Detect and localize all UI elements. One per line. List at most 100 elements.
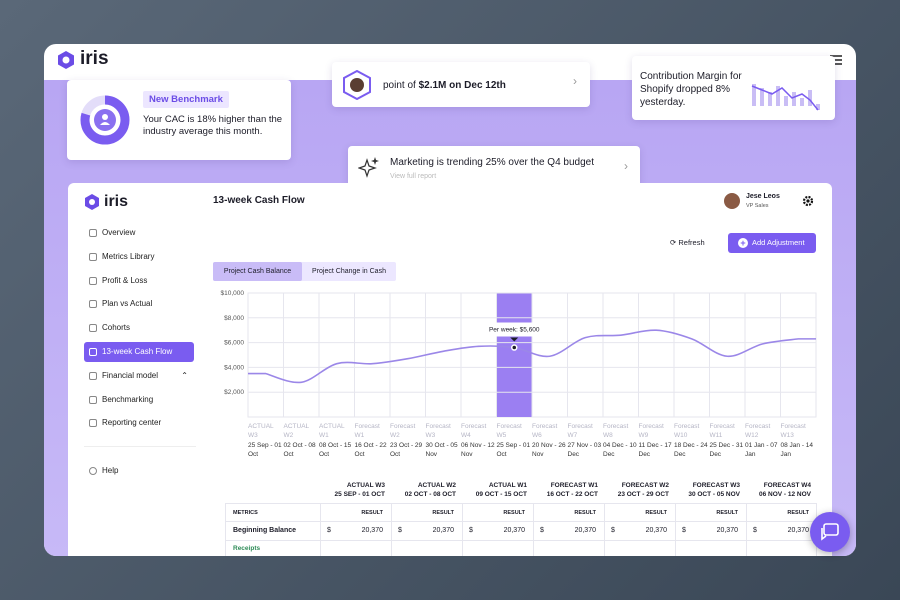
sparkline <box>751 84 820 111</box>
result-label: RESULT <box>503 510 525 516</box>
column-dates: 25 SEP - 01 OCT <box>334 491 385 498</box>
result-label: RESULT <box>787 510 809 516</box>
x-period-label: Forecast W7 <box>567 423 593 439</box>
tab[interactable]: Project Change in Cash <box>312 268 386 275</box>
x-tick-label: 02 Oct - 08 Oct <box>283 442 316 458</box>
column-period: FORECAST W2 <box>621 482 669 489</box>
avatar-hex <box>343 70 371 100</box>
x-tick-label: 06 Nov - 12 Nov <box>461 442 495 458</box>
card-text: point of $2.1M on Dec 12th <box>383 80 506 91</box>
currency: $ <box>327 527 331 534</box>
add-adjustment-button[interactable]: + Add Adjustment <box>728 233 816 253</box>
cell-value: 20,370 <box>432 527 454 534</box>
highlight-column <box>496 293 532 417</box>
column-dates: 23 OCT - 29 OCT <box>617 491 669 498</box>
user-avatar <box>724 193 740 209</box>
nav-item[interactable]: Overview <box>84 223 194 243</box>
y-tick-label: $2,000 <box>224 389 244 396</box>
column-period: FORECAST W3 <box>692 482 740 489</box>
donut <box>80 95 130 145</box>
column-dates: 06 NOV - 12 NOV <box>758 491 811 498</box>
tab-active[interactable]: Project Cash Balance <box>213 262 302 281</box>
x-tick-label: 18 Dec - 24 Dec <box>674 442 708 458</box>
marketing-card: Marketing is trending 25% over the Q4 bu… <box>348 146 640 188</box>
highlight-point <box>511 344 518 351</box>
x-tick-label: 23 Oct - 29 Oct <box>390 442 423 458</box>
chevron: ⌃ <box>181 370 188 380</box>
row-line <box>225 540 817 541</box>
nav-item[interactable]: Profit & Loss <box>84 271 194 291</box>
column-dates: 02 OCT - 08 OCT <box>404 491 456 498</box>
x-period-label: Forecast W8 <box>603 423 629 439</box>
nav-icon <box>89 252 97 261</box>
cell-value: 20,370 <box>361 527 383 534</box>
x-period-label: Forecast W5 <box>496 423 522 439</box>
benchmark-card: New Benchmark Your CAC is 18% higher tha… <box>67 80 291 160</box>
nav-item[interactable]: Cohorts <box>84 318 194 338</box>
y-tick-label: $8,000 <box>224 315 244 322</box>
column-line <box>462 503 463 556</box>
result-label: RESULT <box>645 510 667 516</box>
nav-item[interactable]: Help <box>84 461 194 481</box>
x-period-label: ACTUAL W3 <box>248 423 274 439</box>
x-tick-label: 30 Oct - 05 Nov <box>425 442 458 458</box>
chat-button[interactable] <box>810 512 850 552</box>
nav-item[interactable]: Plan vs Actual <box>84 294 194 314</box>
nav-label: Benchmarking <box>102 394 154 404</box>
settings-icon[interactable] <box>802 195 814 207</box>
result-label: RESULT <box>716 510 738 516</box>
y-tick-label: $4,000 <box>224 364 244 371</box>
nav-icon <box>89 395 97 404</box>
refresh-button[interactable]: ⟳ Refresh <box>670 238 705 247</box>
x-tick-label: 25 Sep - 01 Oct <box>496 442 531 458</box>
nav-item[interactable]: Benchmarking <box>84 390 194 410</box>
sparkle-icon <box>358 157 379 178</box>
y-tick-label: $10,000 <box>221 290 245 297</box>
column-dates: 16 OCT - 22 OCT <box>546 491 598 498</box>
x-tick-label: 16 Oct - 22 Oct <box>354 442 387 458</box>
x-period-label: Forecast W3 <box>425 423 451 439</box>
x-tick-label: 11 Dec - 17 Dec <box>638 442 672 458</box>
x-period-label: Forecast W4 <box>461 423 487 439</box>
metrics-label: METRICS <box>233 510 258 516</box>
badge: New Benchmark <box>143 91 229 108</box>
nav-label: Metrics Library <box>102 251 155 261</box>
column-dates: 30 OCT - 05 NOV <box>688 491 740 498</box>
card-text: Your CAC is 18% higher than the industry… <box>143 114 283 137</box>
text: point of <box>383 80 416 91</box>
card-link[interactable]: View full report <box>390 173 437 180</box>
x-tick-label: 08 Jan - 14 Jan <box>780 442 814 458</box>
x-tick-label: 27 Nov - 03 Dec <box>567 442 602 458</box>
column-line <box>320 503 321 556</box>
x-tick-label: 25 Dec - 31 Dec <box>709 442 744 458</box>
result-label: RESULT <box>361 510 383 516</box>
nav-label: Profit & Loss <box>102 275 148 285</box>
nav-icon <box>89 276 97 285</box>
chevron[interactable]: › <box>573 74 577 88</box>
row-line <box>225 521 817 522</box>
currency: $ <box>682 527 686 534</box>
column-period: ACTUAL W2 <box>417 482 456 489</box>
x-period-label: Forecast W2 <box>390 423 416 439</box>
nav-item[interactable]: 13-week Cash Flow <box>84 342 194 362</box>
nav-item[interactable]: Metrics Library <box>84 247 194 267</box>
nav-icon <box>89 324 97 333</box>
x-tick-label: 25 Sep - 01 Oct <box>248 442 282 458</box>
card-text: Contribution Margin for Shopify dropped … <box>640 71 742 108</box>
y-tick-label: $6,000 <box>224 340 244 347</box>
cell-value: 20,370 <box>787 527 809 534</box>
currency: $ <box>469 527 473 534</box>
highlight: $2.1M on Dec 12th <box>418 80 506 91</box>
nav-item[interactable]: Reporting center <box>84 413 194 433</box>
user-role: VP Sales <box>746 203 769 209</box>
chevron[interactable]: › <box>624 159 628 173</box>
cash-point-card: point of $2.1M on Dec 12th › <box>332 62 590 107</box>
column-dates: 09 OCT - 15 OCT <box>475 491 527 498</box>
tooltip-text: Per week: $5,600 <box>489 327 540 334</box>
nav-label: Financial model <box>102 370 159 380</box>
x-tick-label: 08 Oct - 15 Oct <box>319 442 352 458</box>
page-title: 13-week Cash Flow <box>213 195 305 206</box>
cell-value: 20,370 <box>716 527 738 534</box>
column-line <box>604 503 605 556</box>
nav-item[interactable]: Financial model ⌃ <box>84 366 194 386</box>
